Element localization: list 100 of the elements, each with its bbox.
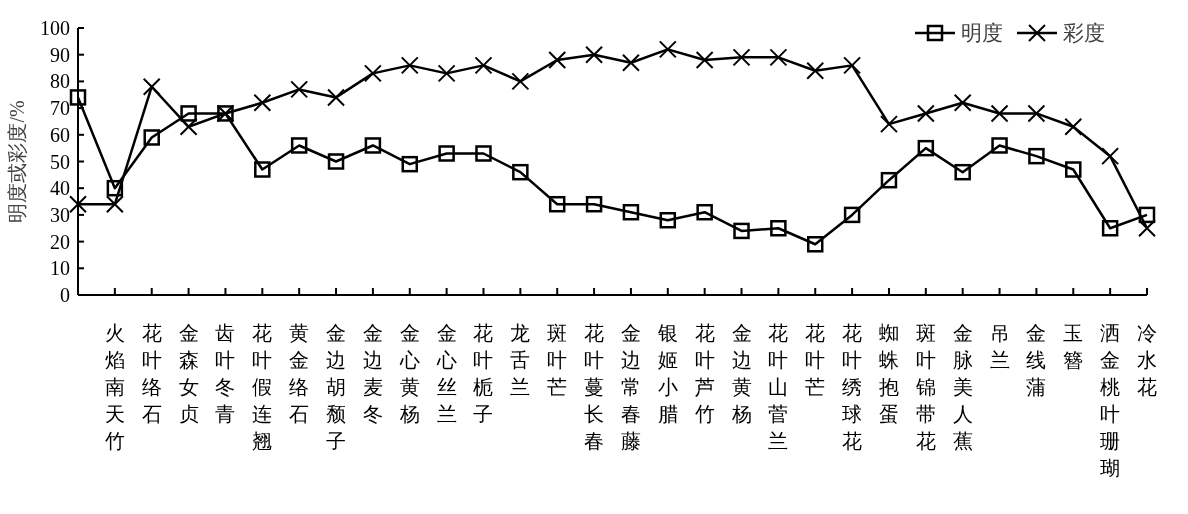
point (254, 161, 271, 178)
point (1101, 220, 1119, 237)
x-tick-label: 金森女贞 (178, 322, 199, 425)
point (179, 117, 198, 136)
point (69, 89, 87, 106)
y-tick-label: 10 (50, 257, 70, 280)
point (954, 163, 971, 181)
x-tick-label: 齿叶冬青 (215, 322, 236, 425)
point (327, 153, 345, 170)
y-tick-label: 30 (50, 203, 70, 226)
y-tick-label: 20 (50, 230, 70, 253)
point (695, 51, 714, 70)
x-tick-label: 冷水花 (1137, 322, 1157, 398)
point (917, 139, 935, 157)
point (327, 88, 346, 107)
x-tick-label: 斑叶芒 (547, 322, 568, 398)
point (880, 171, 898, 189)
point (806, 236, 824, 253)
point (806, 61, 825, 80)
point (1065, 161, 1082, 178)
point (1101, 147, 1120, 166)
point (733, 222, 750, 240)
x-tick-label: 花叶络石 (141, 322, 162, 425)
y-tick-label: 40 (50, 177, 70, 200)
x-tick-label: 金边黄杨 (730, 322, 752, 425)
point (696, 203, 713, 221)
point (953, 93, 972, 112)
point (991, 137, 1008, 154)
x-tick-label: 金心丝兰 (435, 322, 457, 425)
x-tick-label: 花叶芦竹 (694, 322, 715, 425)
x-tick-label: 花叶蔓长春 (584, 322, 605, 452)
x-tick-label: 金边麦冬 (362, 322, 383, 425)
point (548, 51, 567, 70)
point (400, 56, 419, 75)
point (770, 220, 787, 237)
point (180, 105, 197, 122)
x-tick-label: 洒金桃叶珊瑚 (1100, 322, 1121, 479)
point (142, 77, 161, 96)
legend-label: 明度 (961, 21, 1003, 45)
point (990, 104, 1009, 123)
y-tick-label: 80 (50, 70, 70, 93)
point (106, 179, 124, 197)
point (437, 64, 456, 83)
point (363, 64, 382, 83)
point (1138, 206, 1156, 224)
y-tick-label: 70 (50, 97, 70, 120)
point (769, 48, 788, 67)
x-tick-label: 花叶栀子 (473, 322, 494, 425)
x-tick-label: 金脉美人蕉 (952, 322, 973, 452)
point (475, 145, 492, 162)
x-tick-label: 金边胡颓子 (326, 322, 347, 452)
y-tick-label: 0 (60, 284, 70, 306)
point (1027, 104, 1046, 123)
x-tick-label: 花叶山菅兰 (768, 322, 789, 452)
point (512, 163, 529, 181)
y-tick-label: 100 (40, 17, 70, 39)
point (879, 115, 898, 134)
point (364, 137, 382, 154)
x-tick-label: 蜘蛛抱蛋 (878, 322, 899, 425)
point (511, 72, 530, 91)
point (659, 211, 677, 229)
point (401, 155, 419, 173)
point (253, 93, 272, 112)
point (290, 80, 309, 99)
x-tick-label: 火焰南天竹 (104, 322, 125, 452)
legend-label: 彩度 (1063, 21, 1105, 45)
y-tick-label: 90 (50, 43, 70, 66)
point (916, 104, 935, 123)
point (474, 56, 493, 75)
point (143, 129, 160, 146)
x-tick-label: 花叶芒 (805, 322, 826, 398)
point (1064, 117, 1083, 136)
point (105, 195, 124, 214)
y-axis-title: 明度或彩度/% (6, 100, 28, 223)
x-tick-label: 花叶假连翘 (252, 322, 273, 452)
y-tick-label: 60 (50, 123, 70, 146)
point (1028, 147, 1045, 165)
point (585, 45, 604, 64)
point (843, 56, 862, 75)
x-tick-label: 斑叶锦带花 (914, 322, 936, 452)
x-tick-label: 吊兰 (989, 322, 1010, 371)
x-tick-label: 黄金络石 (289, 322, 310, 425)
point (548, 195, 566, 213)
point (843, 206, 861, 224)
x-tick-label: 玉簪 (1063, 322, 1084, 371)
point (622, 203, 640, 221)
point (621, 53, 640, 72)
y-tick-label: 50 (50, 150, 70, 173)
x-tick-label: 花叶绣球花 (842, 322, 863, 452)
x-tick-label: 金线蒲 (1026, 322, 1047, 398)
point (732, 48, 751, 67)
point (658, 40, 677, 59)
point (585, 195, 603, 213)
point (290, 137, 308, 154)
x-tick-label: 金边常春藤 (620, 322, 641, 452)
x-tick-label: 龙舌兰 (510, 322, 531, 398)
point (69, 195, 87, 214)
x-tick-label: 金心黄杨 (398, 322, 420, 425)
point (438, 145, 455, 162)
point (1138, 219, 1156, 238)
